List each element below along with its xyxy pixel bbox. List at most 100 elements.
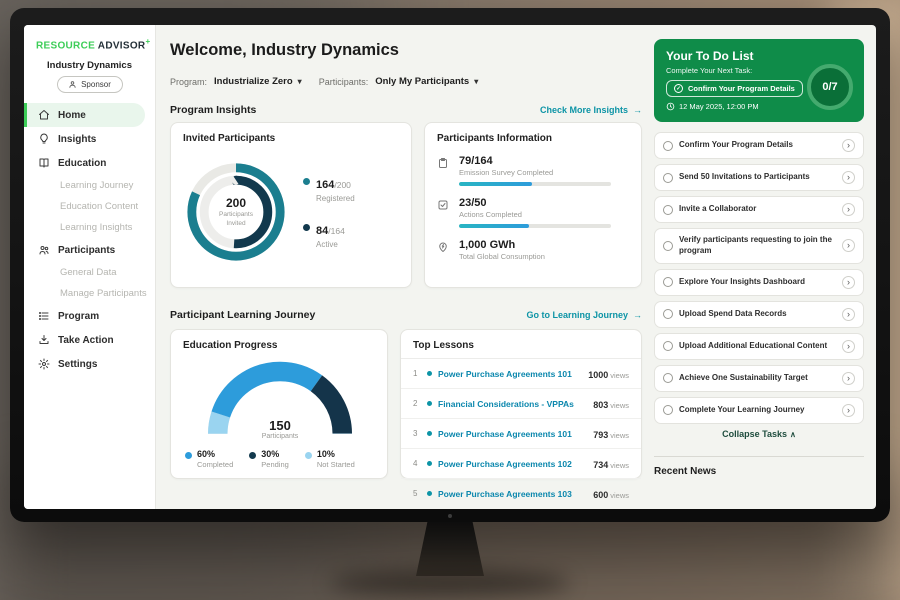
chevron-right-icon[interactable]: › (842, 403, 855, 417)
lesson-link[interactable]: Financial Considerations - VPPAs (438, 398, 574, 409)
sidebar-item-home[interactable]: Home (24, 103, 145, 128)
chevron-right-icon[interactable]: › (842, 307, 855, 321)
sidebar-item-education[interactable]: Education (24, 151, 155, 175)
task-checkbox[interactable] (663, 405, 673, 416)
sidebar: RESOURCE ADVISOR+ Industry Dynamics Spon… (24, 25, 156, 509)
navy-dot-icon (249, 452, 257, 459)
sidebar-item-settings[interactable]: Settings (24, 352, 155, 376)
monitor: RESOURCE ADVISOR+ Industry Dynamics Spon… (10, 8, 890, 522)
lesson-link[interactable]: Power Purchase Agreements 102 (438, 458, 572, 469)
list-icon (39, 312, 49, 321)
monitor-stand-base (330, 570, 570, 596)
todo-due: 12 May 2025, 12:00 PM (666, 102, 852, 111)
card-title: Participants Information (437, 133, 553, 144)
sidebar-item-education-content[interactable]: Education Content (24, 196, 155, 217)
next-task-pill[interactable]: ✓ Confirm Your Program Details (666, 80, 803, 97)
legend-label: Registered (316, 194, 355, 203)
lesson-row: 2 Financial Considerations - VPPAs 803 vi… (401, 389, 641, 419)
invited-count-label: Participants Invited (219, 211, 253, 227)
education-progress-card: Education Progress 150 Participants (170, 329, 388, 479)
chevron-right-icon[interactable]: › (842, 171, 855, 184)
sidebar-item-label: Settings (58, 358, 98, 370)
participants-dropdown-value: Only My Participants (375, 76, 470, 87)
chevron-right-icon[interactable]: › (842, 275, 855, 289)
lesson-link[interactable]: Power Purchase Agreements 101 (438, 368, 572, 379)
todo-subtitle: Complete Your Next Task: (666, 66, 753, 75)
check-more-insights-link[interactable]: Check More Insights → (540, 105, 642, 115)
legend-label: Active (316, 240, 338, 249)
task-item[interactable]: Upload Spend Data Records › (654, 300, 864, 328)
sidebar-item-program[interactable]: Program (24, 304, 155, 328)
chevron-glyph: › (847, 204, 850, 214)
lesson-views: 600 (593, 489, 609, 500)
task-item[interactable]: Verify participants requesting to join t… (654, 228, 864, 264)
stat-label: Emission Survey Completed (459, 168, 554, 177)
stat-actions-completed: 23/50 Actions Completed (437, 197, 629, 228)
sidebar-item-learning-journey[interactable]: Learning Journey (24, 175, 155, 196)
task-checkbox[interactable] (663, 309, 673, 320)
task-item[interactable]: Achieve One Sustainability Target › (654, 364, 864, 392)
task-checkbox[interactable] (663, 277, 673, 288)
task-label: Complete Your Learning Journey (679, 404, 805, 414)
chevron-right-icon[interactable]: › (842, 203, 855, 216)
task-item[interactable]: Upload Additional Educational Content › (654, 332, 864, 360)
sidebar-item-general-data[interactable]: General Data (24, 262, 155, 283)
sidebar-item-manage-participants[interactable]: Manage Participants (24, 283, 155, 304)
sidebar-item-participants[interactable]: Participants (24, 238, 155, 262)
program-dropdown[interactable]: Industrialize Zero ▾ (214, 76, 302, 87)
task-checkbox[interactable] (663, 204, 673, 215)
lesson-row: 3 Power Purchase Agreements 101 793 views (401, 419, 641, 449)
task-item[interactable]: Explore Your Insights Dashboard › (654, 268, 864, 296)
go-to-learning-journey-link[interactable]: Go to Learning Journey → (526, 310, 642, 320)
card-title: Top Lessons (401, 330, 641, 359)
donut-svg (187, 163, 285, 261)
legend-label: Pending (261, 460, 289, 469)
task-checkbox[interactable] (663, 373, 673, 384)
legend-value: 84 (316, 225, 329, 237)
lesson-row: 1 Power Purchase Agreements 101 1000 view… (401, 359, 641, 389)
sponsor-badge[interactable]: Sponsor (56, 76, 123, 94)
sidebar-item-learning-insights[interactable]: Learning Insights (24, 217, 155, 238)
participants-dropdown[interactable]: Only My Participants ▾ (375, 76, 478, 87)
link-label: Go to Learning Journey (526, 310, 628, 320)
task-item[interactable]: Complete Your Learning Journey › (654, 396, 864, 424)
bullet-dot-icon (427, 401, 432, 406)
sidebar-item-insights[interactable]: Insights (24, 127, 155, 151)
arrow-right-icon: → (633, 105, 642, 115)
collapse-caret-icon: ∧ (790, 429, 796, 439)
task-item[interactable]: Send 50 Invitations to Participants › (654, 164, 864, 191)
bullet-dot-icon (427, 431, 432, 436)
chevron-right-icon[interactable]: › (842, 371, 855, 385)
lesson-views: 734 (593, 459, 609, 470)
lesson-link[interactable]: Power Purchase Agreements 103 (438, 488, 572, 499)
recent-news-divider (654, 455, 864, 457)
task-label: Verify participants requesting to join t… (679, 235, 832, 255)
chevron-glyph: › (847, 240, 850, 251)
stat-value: 23/50 (459, 197, 487, 209)
legend-pending: 30% Pending (249, 449, 289, 469)
program-dropdown-value: Industrialize Zero (214, 76, 293, 87)
chevron-right-icon[interactable]: › (842, 339, 855, 353)
navy-dot-icon (303, 224, 310, 231)
top-lessons-card: Top Lessons 1 Power Purchase Agreements … (400, 329, 642, 500)
legend-not-started: 10% Not Started (304, 449, 355, 469)
legend-total: /164 (328, 226, 345, 236)
chevron-right-icon[interactable]: › (842, 239, 855, 253)
task-checkbox[interactable] (663, 341, 673, 352)
task-checkbox[interactable] (663, 140, 673, 151)
stat-label: Total Global Consumption (459, 252, 545, 261)
collapse-tasks-link[interactable]: Collapse Tasks ∧ (654, 429, 864, 439)
participants-information-card: Participants Information 79/164 Emission… (424, 122, 642, 288)
sidebar-subitem-label: Learning Insights (60, 222, 133, 234)
lesson-link[interactable]: Power Purchase Agreements 101 (438, 428, 572, 439)
task-item[interactable]: Invite a Collaborator › (654, 196, 864, 223)
task-checkbox[interactable] (663, 240, 673, 251)
chevron-glyph: › (847, 276, 850, 287)
stat-value: 79/164 (459, 155, 493, 167)
task-label: Upload Additional Educational Content (679, 340, 828, 350)
chevron-right-icon[interactable]: › (842, 139, 855, 152)
task-item[interactable]: Confirm Your Program Details › (654, 132, 864, 159)
sidebar-item-take-action[interactable]: Take Action (24, 328, 155, 352)
task-checkbox[interactable] (663, 172, 673, 183)
sidebar-item-label: Home (58, 109, 86, 121)
